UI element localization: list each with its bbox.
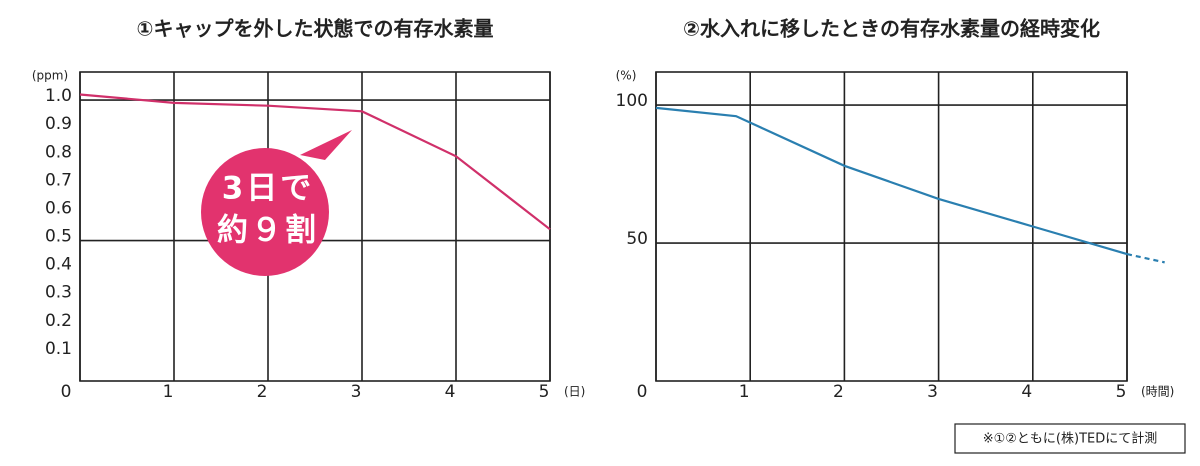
y-tick-label: 0.9	[45, 114, 72, 134]
callout-bubble	[201, 148, 329, 276]
x-tick-label: 4	[1021, 382, 1032, 402]
y-unit: (%)	[616, 69, 637, 83]
y-tick-label: 50	[626, 229, 648, 249]
data-line	[655, 106, 1128, 256]
chart-title: ②水入れに移したときの有存水素量の経時変化	[683, 17, 1100, 41]
x-tick-label: 5	[1116, 382, 1127, 402]
y-tick-label: 0.2	[45, 311, 72, 331]
y-tick-label: 0.5	[45, 227, 72, 247]
x-tick-label: 5	[539, 382, 550, 402]
x-tick-label: 3	[351, 382, 362, 402]
footnote: ※①②ともに(株)TEDにて計測	[983, 431, 1158, 447]
y-tick-label: 0.7	[45, 170, 72, 190]
plot-frame	[655, 71, 1128, 382]
x-unit: (時間)	[1141, 385, 1174, 399]
x-tick-label: 2	[833, 382, 844, 402]
x-tick-label: 4	[445, 382, 456, 402]
y-tick-label: 100	[616, 91, 648, 111]
x-tick-label: 0	[61, 382, 72, 402]
footnote-box	[954, 423, 1186, 454]
x-unit: (日)	[564, 385, 585, 399]
x-tick-label: 2	[257, 382, 268, 402]
callout-bubble	[300, 130, 352, 160]
y-tick-label: 0.3	[45, 283, 72, 303]
extension-line	[1126, 253, 1165, 264]
y-unit: (ppm)	[32, 69, 68, 83]
y-tick-label: 0.8	[45, 142, 72, 162]
y-tick-label: 0.1	[45, 339, 72, 359]
callout-text: 3日で	[222, 171, 315, 207]
x-tick-label: 1	[163, 382, 174, 402]
x-tick-label: 0	[637, 382, 648, 402]
y-tick-label: 0.6	[45, 198, 72, 218]
x-tick-label: 3	[927, 382, 938, 402]
callout-text: 約９割	[217, 213, 319, 249]
y-tick-label: 0.4	[45, 255, 72, 275]
y-tick-label: 1.0	[45, 86, 72, 106]
chart-title: ①キャップを外した状態での有存水素量	[137, 17, 494, 41]
data-line	[79, 93, 551, 231]
x-tick-label: 1	[739, 382, 750, 402]
